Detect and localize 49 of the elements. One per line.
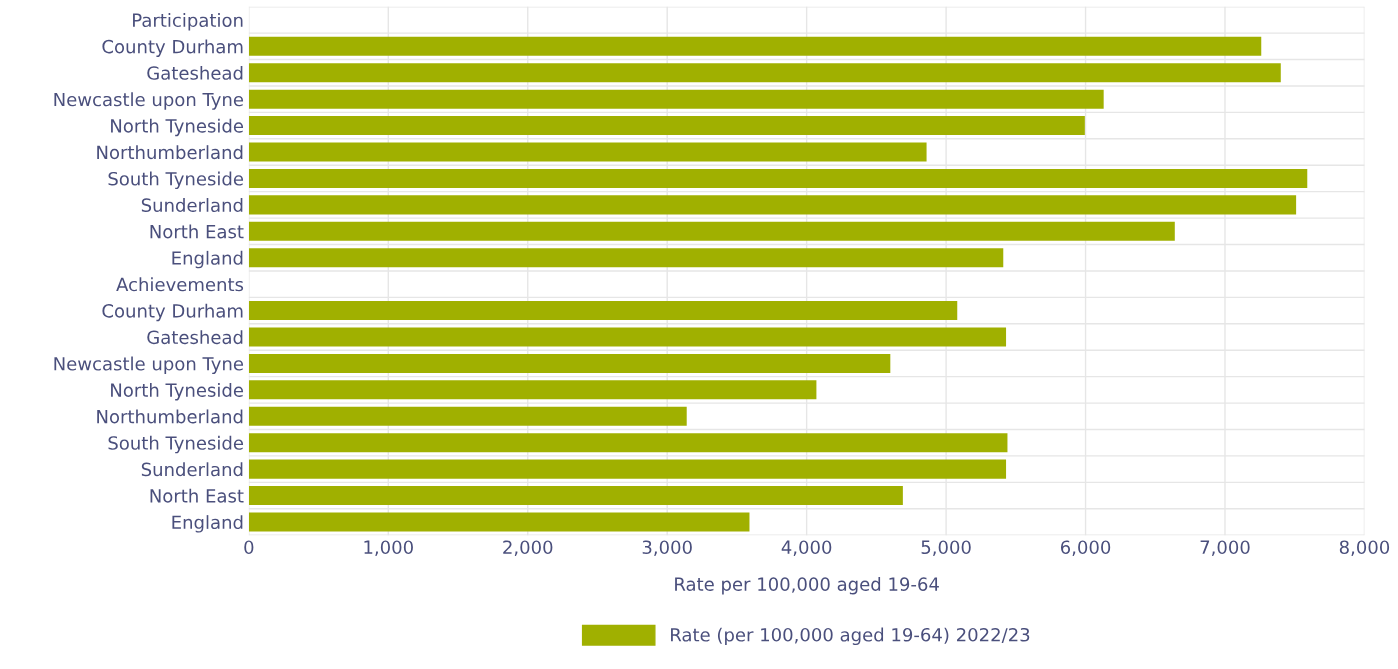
y-tick-label: North East bbox=[150, 224, 244, 239]
x-tick-label: 8,000 bbox=[1339, 540, 1390, 556]
y-tick-label: Gateshead bbox=[147, 65, 243, 80]
x-tick-label: 2,000 bbox=[503, 540, 553, 556]
y-tick-label: Gateshead bbox=[147, 330, 243, 345]
x-tick-label: 7,000 bbox=[1200, 540, 1250, 556]
y-tick-label: Participation bbox=[133, 13, 243, 31]
y-tick-label: North East bbox=[150, 488, 244, 503]
y-tick-label: Newcastle upon Tyne bbox=[54, 356, 244, 375]
y-tick-label: Sunderland bbox=[141, 462, 243, 477]
x-tick-label: 1,000 bbox=[364, 540, 413, 556]
bar bbox=[248, 433, 1008, 453]
y-tick-label: Newcastle upon Tyne bbox=[54, 92, 244, 110]
bar bbox=[248, 142, 927, 162]
bar bbox=[248, 89, 1104, 109]
y-tick-label: South Tyneside bbox=[108, 171, 244, 190]
legend-label: Rate (per 100,000 aged 19-64) 2022/23 bbox=[671, 627, 1030, 646]
bar bbox=[248, 116, 1085, 136]
y-tick-label: North Tyneside bbox=[111, 118, 244, 137]
y-tick-label: England bbox=[172, 515, 243, 533]
y-tick-label: Northumberland bbox=[97, 145, 243, 160]
y-tick-label: County Durham bbox=[102, 39, 243, 57]
bar bbox=[248, 248, 1004, 268]
bar bbox=[248, 195, 1297, 215]
bar bbox=[248, 301, 958, 321]
bar bbox=[248, 327, 1007, 347]
bar bbox=[248, 221, 1175, 241]
x-tick-label: 0 bbox=[244, 540, 254, 555]
bar bbox=[248, 406, 687, 426]
bar bbox=[248, 353, 891, 373]
bar bbox=[248, 168, 1308, 188]
x-tick-label: 3,000 bbox=[642, 540, 692, 556]
y-tick-label: Sunderland bbox=[141, 198, 243, 212]
x-axis-title: Rate per 100,000 aged 19-64 bbox=[675, 576, 939, 595]
bar bbox=[248, 380, 817, 400]
y-tick-label: Achievements bbox=[116, 277, 244, 292]
bar bbox=[248, 512, 750, 532]
bar bbox=[248, 459, 1007, 479]
x-tick-label: 6,000 bbox=[1060, 540, 1111, 556]
y-tick-label: South Tyneside bbox=[108, 435, 244, 454]
bar bbox=[248, 36, 1262, 56]
bar bbox=[248, 486, 903, 506]
x-tick-label: 4,000 bbox=[781, 540, 832, 556]
y-tick-label: Northumberland bbox=[97, 409, 243, 424]
y-tick-label: North Tyneside bbox=[111, 383, 244, 401]
bar bbox=[248, 63, 1281, 83]
y-tick-label: England bbox=[172, 250, 243, 269]
y-tick-label: County Durham bbox=[102, 303, 243, 322]
x-tick-label: 5,000 bbox=[921, 540, 971, 556]
